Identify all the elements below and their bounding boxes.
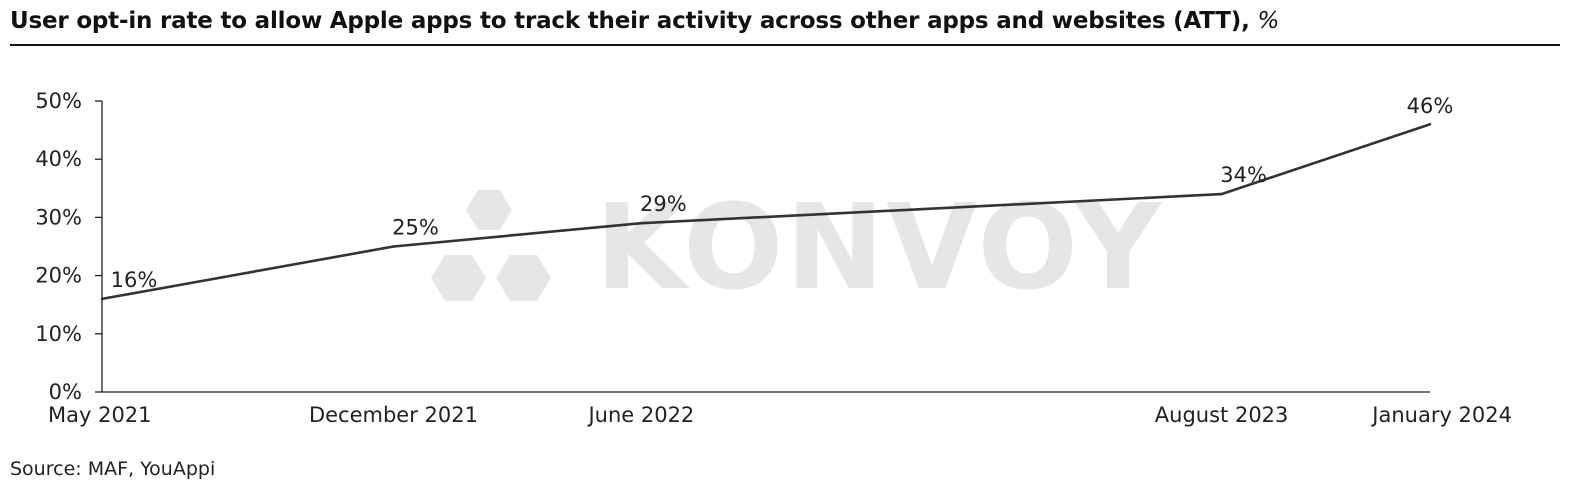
data-points xyxy=(100,122,1432,301)
x-tick-label: December 2021 xyxy=(309,403,478,427)
x-tick-label: August 2023 xyxy=(1155,403,1289,427)
x-tick-label: May 2021 xyxy=(48,403,152,427)
data-label: 25% xyxy=(392,216,439,240)
y-tick-label: 10% xyxy=(35,322,82,346)
chart-title-unit: % xyxy=(1257,8,1280,34)
y-tick-label: 30% xyxy=(35,205,82,229)
x-tick-label: June 2022 xyxy=(586,403,694,427)
data-label: 16% xyxy=(111,268,158,292)
data-label: 46% xyxy=(1407,94,1454,118)
source-note: Source: MAF, YouAppi xyxy=(10,458,216,480)
y-tick-label: 50% xyxy=(35,89,82,113)
konvoy-logo-icon xyxy=(431,190,551,301)
title-divider xyxy=(10,44,1560,46)
data-point xyxy=(1220,192,1223,196)
data-point xyxy=(392,245,395,248)
data-point xyxy=(100,297,104,301)
data-label: 29% xyxy=(640,192,687,216)
x-tick-label: January 2024 xyxy=(1370,403,1512,427)
y-tick-label: 0% xyxy=(49,380,82,404)
y-tick-label: 40% xyxy=(35,147,82,171)
data-point xyxy=(1428,122,1432,126)
y-axis-ticks: 0% 10% 20% 30% 40% 50% xyxy=(35,89,102,404)
data-label: 34% xyxy=(1220,163,1267,187)
data-labels: 16% 25% 29% 34% 46% xyxy=(111,94,1454,292)
chart-title-text: User opt-in rate to allow Apple apps to … xyxy=(10,8,1250,34)
axes xyxy=(101,101,1430,393)
konvoy-watermark: KONVOY xyxy=(431,178,1161,316)
y-tick-label: 20% xyxy=(35,264,82,288)
x-axis-ticks: May 2021 December 2021 June 2022 August 202… xyxy=(48,403,1512,427)
data-point xyxy=(640,221,643,225)
chart-title: User opt-in rate to allow Apple apps to … xyxy=(10,8,1570,34)
